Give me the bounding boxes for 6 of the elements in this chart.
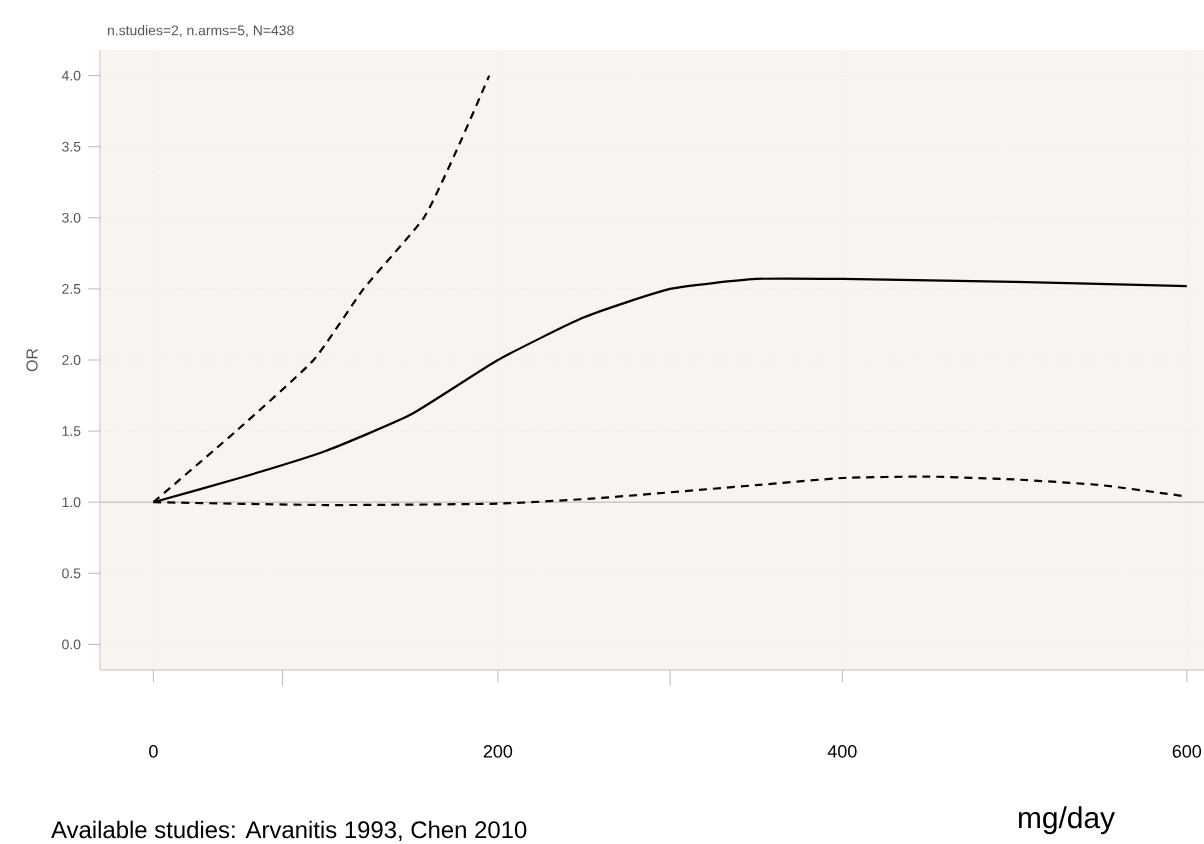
x-tick-label: 0: [149, 745, 158, 758]
x-tick-label: 400: [827, 745, 857, 758]
x-tick-label: 600: [1172, 745, 1202, 758]
x-tick-label: 200: [483, 745, 513, 758]
text: Available studies: Arvanitis 1993, Chen 2010: [51, 820, 527, 842]
x-axis-title: mg/day: [1018, 806, 1115, 835]
